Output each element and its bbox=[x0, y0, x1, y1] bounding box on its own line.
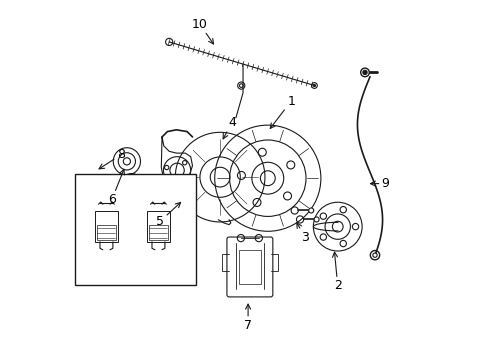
Text: 1: 1 bbox=[270, 95, 294, 129]
Circle shape bbox=[313, 217, 319, 222]
Bar bbox=[95, 211, 117, 242]
Text: 2: 2 bbox=[332, 252, 341, 292]
Text: 4: 4 bbox=[223, 116, 235, 139]
Text: 8: 8 bbox=[99, 148, 124, 169]
Circle shape bbox=[362, 70, 366, 75]
Circle shape bbox=[360, 68, 368, 77]
Circle shape bbox=[308, 208, 313, 213]
Bar bbox=[148, 225, 168, 240]
Text: 6: 6 bbox=[108, 170, 124, 206]
Bar bbox=[147, 211, 169, 242]
Text: 7: 7 bbox=[244, 304, 252, 332]
Bar bbox=[97, 225, 116, 240]
Circle shape bbox=[372, 253, 376, 257]
Text: 5: 5 bbox=[156, 202, 180, 228]
Circle shape bbox=[313, 85, 315, 87]
Text: 3: 3 bbox=[296, 223, 309, 244]
Text: 10: 10 bbox=[191, 18, 213, 44]
Bar bbox=[75, 174, 196, 285]
Bar bbox=[239, 250, 260, 284]
Text: 9: 9 bbox=[370, 177, 388, 190]
